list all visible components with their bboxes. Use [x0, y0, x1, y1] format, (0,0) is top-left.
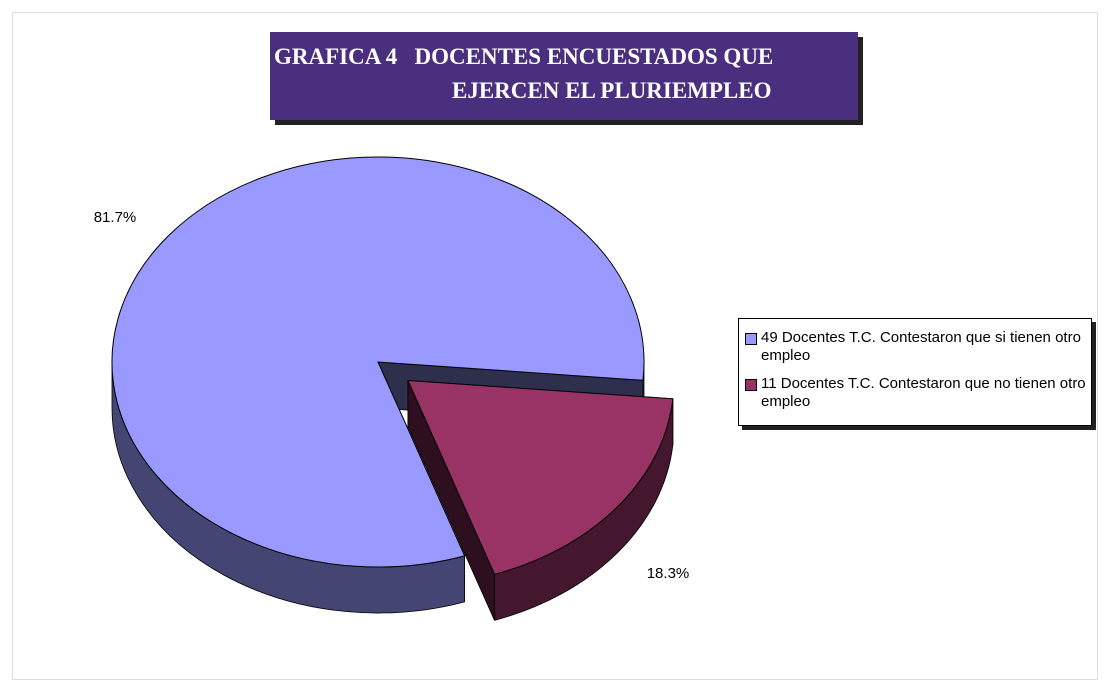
title-line: EJERCEN EL PLURIEMPLEO	[452, 78, 772, 103]
legend-item: 49 Docentes T.C. Contestaron que si tien…	[745, 329, 1101, 365]
value-label: 81.7%	[94, 209, 137, 226]
chart-frame	[12, 12, 1098, 680]
legend-label: 11 Docentes T.C. Contestaron que no tien…	[761, 375, 1086, 410]
legend: 49 Docentes T.C. Contestaron que si tien…	[738, 318, 1092, 426]
value-label: 18.3%	[647, 565, 690, 582]
slice	[407, 379, 674, 575]
legend-swatch	[745, 333, 757, 345]
legend-swatch	[745, 379, 757, 391]
title-line: GRAFICA 4 DOCENTES ENCUESTADOS QUE	[274, 44, 774, 69]
legend-item: 11 Docentes T.C. Contestaron que no tien…	[745, 375, 1101, 411]
chart-title: GRAFICA 4 DOCENTES ENCUESTADOS QUE EJERC…	[270, 32, 858, 120]
slice	[111, 156, 645, 568]
legend-label: 49 Docentes T.C. Contestaron que si tien…	[761, 329, 1081, 364]
